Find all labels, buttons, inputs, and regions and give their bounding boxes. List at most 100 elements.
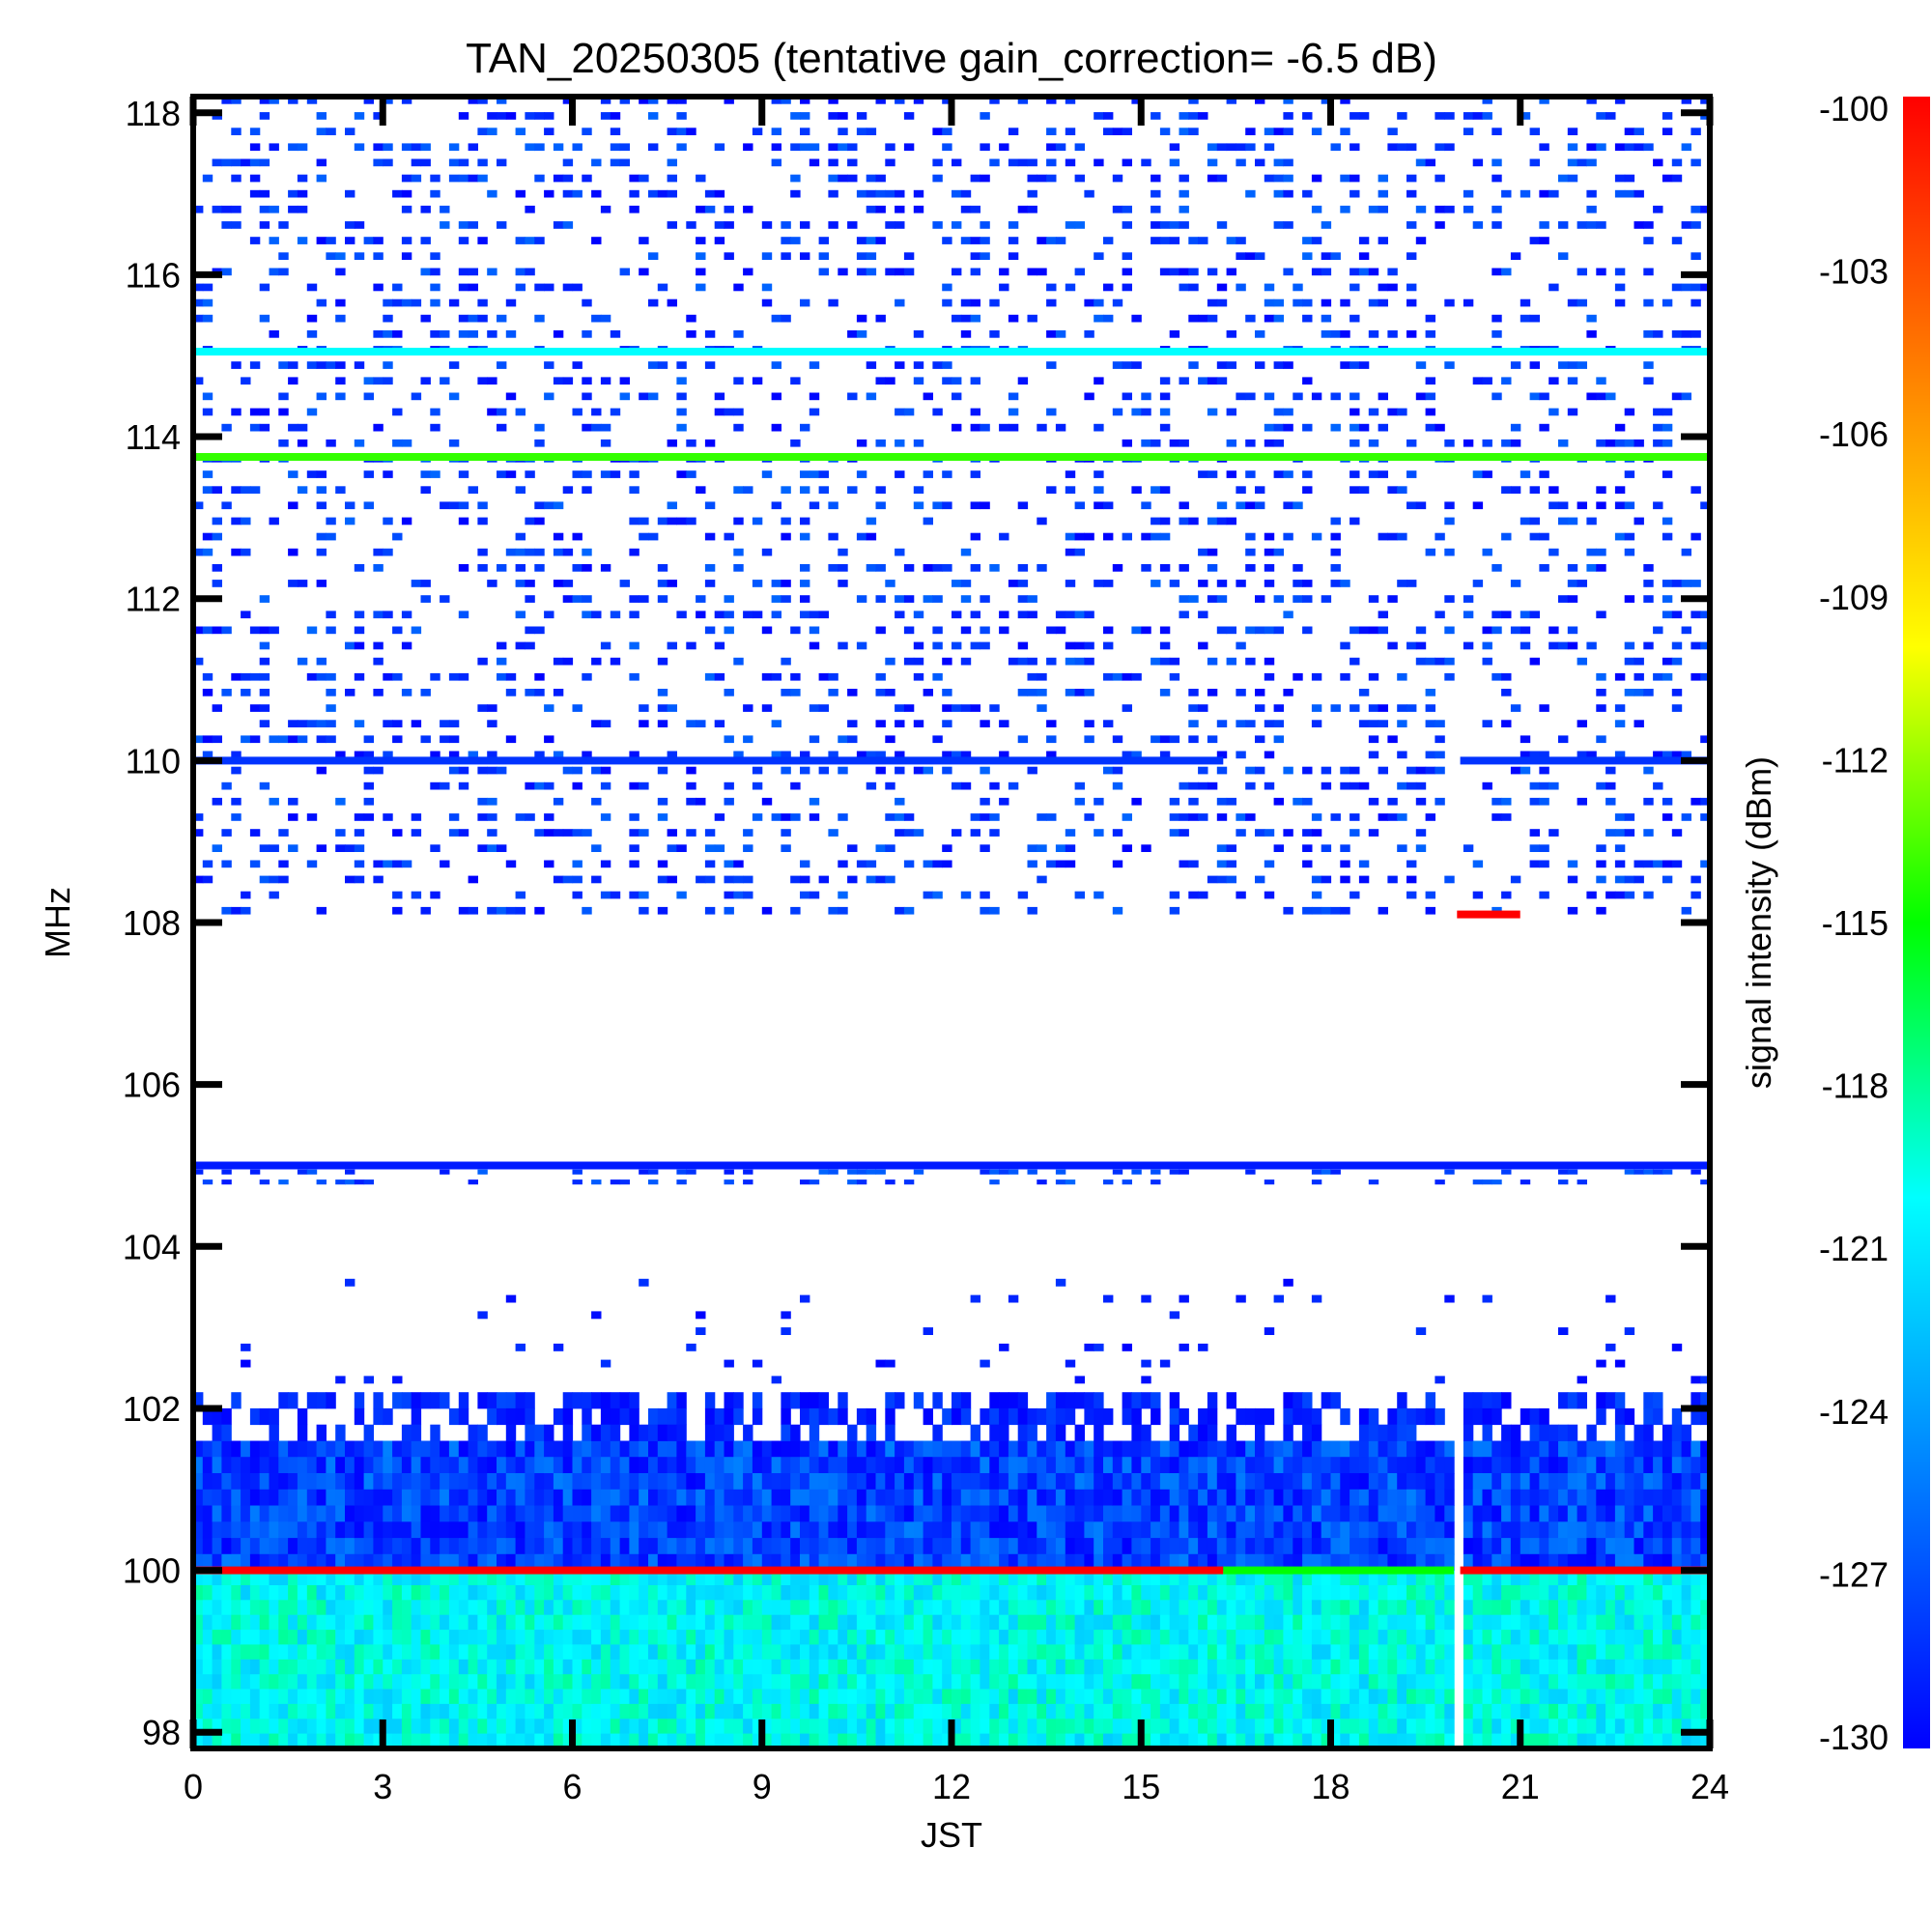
heatmap-cell [895,1392,905,1409]
heatmap-cell [1558,1392,1569,1409]
heatmap-cell [562,548,574,556]
heatmap-cell [838,1644,848,1661]
heatmap-cell [326,1489,336,1506]
heatmap-cell [600,641,611,650]
heatmap-cell [306,626,318,635]
heatmap-cell [448,813,460,821]
heatmap-cell [942,1473,952,1491]
heatmap-cell [241,1440,251,1458]
heatmap-cell [714,392,725,401]
heatmap-cell [1548,1538,1559,1555]
heatmap-cell [781,486,791,494]
heatmap-cell [212,1538,222,1555]
heatmap-cell [1510,1703,1521,1719]
heatmap-cell [809,1457,820,1474]
heatmap-cell [733,423,744,432]
heatmap-cell [544,813,554,821]
heatmap-cell [1226,1538,1236,1555]
heatmap-cell [696,1719,706,1735]
heatmap-cell [639,97,649,104]
heatmap-cell [667,829,677,837]
heatmap-cell [1558,1505,1569,1522]
heatmap-cell [534,501,545,510]
heatmap-cell [1264,1614,1275,1631]
heatmap-cell [1463,1703,1474,1719]
heatmap-cell [297,1703,308,1719]
heatmap-cell [600,1538,611,1555]
heatmap-cell [686,641,696,650]
heatmap-cell [1245,1733,1256,1749]
heatmap-cell [781,1505,791,1522]
heatmap-cell [828,1733,838,1749]
heatmap-cell [1510,1473,1521,1491]
heatmap-cell [231,1600,242,1616]
heatmap-cell [401,1489,412,1506]
heatmap-cell [903,704,915,712]
heatmap-cell [354,1689,365,1705]
heatmap-cell [278,735,289,744]
heatmap-cell [1577,1585,1587,1601]
heatmap-cell [1548,1689,1559,1705]
heatmap-cell [875,189,886,198]
heatmap-cell [952,423,962,432]
heatmap-cell [202,1489,213,1506]
heatmap-cell [420,1440,431,1458]
heatmap-cell [818,1674,829,1690]
heatmap-cell [648,1570,659,1586]
heatmap-cell [733,1689,744,1705]
heatmap-cell [743,1538,753,1555]
heatmap-cell [980,423,990,432]
heatmap-cell [1037,844,1047,852]
heatmap-cell [619,1585,630,1601]
heatmap-cell [1425,1538,1435,1555]
heatmap-cell [1046,237,1057,244]
heatmap-cell [335,829,346,837]
heatmap-cell [1681,1630,1691,1645]
heatmap-cell [838,1630,848,1645]
heatmap-cell [657,1585,668,1601]
heatmap-cell [1321,1489,1332,1506]
heatmap-cell [895,205,905,213]
heatmap-cell [980,1359,990,1368]
heatmap-cell [1131,1600,1142,1616]
heatmap-cell [497,766,507,775]
heatmap-cell [487,1440,497,1458]
heatmap-cell [885,1179,895,1185]
heatmap-cell [1368,1457,1379,1474]
heatmap-cell [838,1473,848,1491]
heatmap-cell [1605,1733,1616,1749]
heatmap-cell [771,1719,781,1735]
heatmap-cell [1264,1585,1275,1601]
heatmap-cell [572,829,582,837]
heatmap-cell [1634,1457,1644,1474]
heatmap-cell [847,174,858,183]
heatmap-cell [221,1538,232,1555]
heatmap-cell [1586,1644,1597,1661]
heatmap-cell [440,501,450,510]
heatmap-cell [1216,1473,1228,1491]
heatmap-cell [1311,1473,1322,1491]
heatmap-cell [771,1659,781,1675]
heatmap-cell [629,1644,639,1661]
heatmap-cell [326,1600,336,1616]
heatmap-cell [903,1630,915,1645]
heatmap-cell [1037,1614,1047,1631]
heatmap-cell [1577,1489,1587,1506]
heatmap-cell [800,875,810,884]
heatmap-cell [202,532,213,541]
heatmap-cell [1700,1457,1711,1474]
heatmap-cell [316,766,327,775]
heatmap-cell [1311,1553,1322,1571]
heatmap-cell [354,1553,365,1571]
heatmap-cell [1226,1457,1236,1474]
heatmap-cell [430,1424,440,1441]
heatmap-cell [1112,1505,1123,1522]
heatmap-cell [619,1521,630,1539]
heatmap-cell [781,1674,791,1690]
heatmap-cell [1236,1585,1246,1601]
heatmap-cell [999,143,1009,152]
heatmap-cell [582,174,592,183]
heatmap-cell [1577,1703,1587,1719]
heatmap-cell [639,891,649,899]
heatmap-cell [657,1440,668,1458]
